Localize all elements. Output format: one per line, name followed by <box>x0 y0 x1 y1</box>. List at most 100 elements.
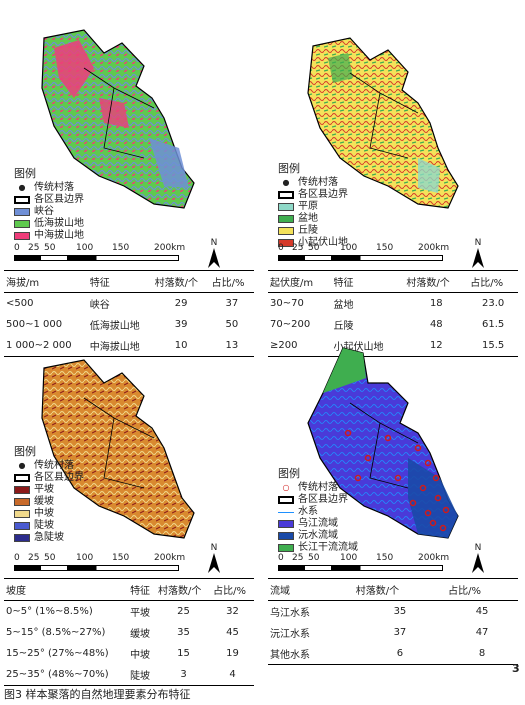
legend-boundary: 各区县边界 <box>298 189 348 200</box>
page-number: 3 <box>512 662 520 675</box>
table-header: 起伏度/m <box>268 270 332 293</box>
scale-tick: 25 <box>28 553 40 563</box>
scale-tick: 50 <box>308 553 320 563</box>
scale-tick: 50 <box>308 243 320 253</box>
village-dot-icon: ○ <box>282 483 290 492</box>
table-header: 占比/% <box>209 270 254 293</box>
table-row: 70~200 丘陵 48 61.5 <box>270 319 505 332</box>
north-label: N <box>474 543 482 553</box>
village-dot-icon: ● <box>18 461 26 470</box>
region-shape <box>41 359 195 539</box>
boundary-swatch <box>14 196 30 204</box>
table-row: 15~25° (27%~48%) 中坡 15 19 <box>6 648 239 661</box>
legend-item: 乌江流域 <box>298 518 338 529</box>
swatch-yuanjiang <box>278 532 294 540</box>
legend-title: 图例 <box>278 467 300 480</box>
table-header: 流域 <box>268 578 354 601</box>
legend-boundary: 各区县边界 <box>298 494 348 505</box>
scale-bar: 0 25 50 100 150 200km <box>278 553 478 571</box>
table-row: 其他水系 6 8 <box>268 643 518 665</box>
swatch-changjiang <box>278 544 294 552</box>
legend-title: 图例 <box>14 167 36 180</box>
scale-tick: 200km <box>418 553 450 563</box>
swatch-very-steep <box>14 534 30 542</box>
water-line-swatch <box>278 511 294 513</box>
table-header: 村落数/个 <box>353 578 447 601</box>
table-row: 沅江水系 37 47 <box>270 627 489 640</box>
panel-relief: 图例 ● 传统村落 各区县边界 平原 盆地 丘陵 小起伏山地 0 25 50 10… <box>268 8 518 357</box>
scale-tick: 200km <box>154 243 186 253</box>
scale-tick: 150 <box>112 553 130 563</box>
scale-tick: 150 <box>112 243 130 253</box>
map-slope <box>41 359 195 539</box>
legend-item: 缓坡 <box>34 496 54 507</box>
scale-tick: 50 <box>44 553 56 563</box>
scale-tick: 100 <box>76 243 94 253</box>
relief-table: 起伏度/m 特征 村落数/个 占比/% 30~70 盆地 18 23.0 70~200… <box>268 270 518 357</box>
scale-tick: 200km <box>418 243 450 253</box>
swatch-flat <box>14 486 30 494</box>
legend-item: 陡坡 <box>34 520 54 531</box>
figure-caption: 图3 样本聚落的自然地理要素分布特征 <box>4 688 191 701</box>
map-relief <box>307 37 459 209</box>
swatch-plain <box>278 203 294 211</box>
legend-item: 中坡 <box>34 508 54 519</box>
swatch-wujiang <box>278 520 294 528</box>
village-markers <box>344 429 450 532</box>
north-arrow-icon: N <box>468 238 488 271</box>
swatch-low-mountain <box>14 220 30 228</box>
scale-tick: 100 <box>76 553 94 563</box>
swatch-medium <box>14 510 30 518</box>
legend-village: 传统村落 <box>34 182 74 193</box>
legend-item: 水系 <box>298 506 318 517</box>
scale-tick: 0 <box>14 553 20 563</box>
legend-village: 传统村落 <box>34 460 74 471</box>
map-elevation <box>41 29 195 209</box>
scale-tick: 200km <box>154 553 186 563</box>
slope-table: 坡度 特征 村落数/个 占比/% 0~5° (1%~8.5%) 平坡 25 32 5~… <box>4 578 254 686</box>
table-row: 1 000~2 000 中海拔山地 10 13 <box>4 335 254 357</box>
scale-bar: 0 25 50 100 150 200km <box>14 553 214 571</box>
table-header: 占比/% <box>211 578 254 601</box>
legend-village: 传统村落 <box>298 177 338 188</box>
table-row: 500~1 000 低海拔山地 39 50 <box>6 319 239 332</box>
scale-tick: 50 <box>44 243 56 253</box>
legend-item: 丘陵 <box>298 225 318 236</box>
table-header: 村落数/个 <box>152 270 210 293</box>
table-row: 5~15° (8.5%~27%) 缓坡 35 45 <box>6 627 239 640</box>
scale-tick: 0 <box>278 553 284 563</box>
legend-item: 平原 <box>298 201 318 212</box>
boundary-swatch <box>278 191 294 199</box>
legend: 图例 ● 传统村落 各区县边界 峡谷 低海拔山地 中海拔山地 <box>14 168 84 242</box>
swatch-canyon <box>14 208 30 216</box>
scale-tick: 100 <box>340 553 358 563</box>
scale-tick: 0 <box>278 243 284 253</box>
legend: 图例 ● 传统村落 各区县边界 平原 盆地 丘陵 小起伏山地 <box>278 163 348 249</box>
legend-item: 沅水流域 <box>298 530 338 541</box>
north-label: N <box>210 238 218 248</box>
legend-item: 急陡坡 <box>34 532 64 543</box>
table-header: 特征 <box>128 578 156 601</box>
panel-watershed: 图例 ○ 传统村落 各区县边界 水系 乌江流域 沅水流域 长江干流流域 0 25 … <box>268 338 518 683</box>
legend: 图例 ● 传统村落 各区县边界 平坡 缓坡 中坡 陡坡 急陡坡 <box>14 446 84 544</box>
legend: 图例 ○ 传统村落 各区县边界 水系 乌江流域 沅水流域 长江干流流域 <box>278 468 358 554</box>
swatch-gentle <box>14 498 30 506</box>
table-row: 乌江水系 35 45 <box>270 606 489 619</box>
table-row: 0~5° (1%~8.5%) 平坡 25 32 <box>6 606 239 619</box>
legend-title: 图例 <box>14 445 36 458</box>
legend-item: 小起伏山地 <box>298 237 348 248</box>
swatch-steep <box>14 522 30 530</box>
swatch-hill <box>278 227 294 235</box>
legend-boundary: 各区县边界 <box>34 194 84 205</box>
table-header: 占比/% <box>468 270 518 293</box>
village-dot-icon: ● <box>282 178 290 187</box>
legend-item: 峡谷 <box>34 206 54 217</box>
swatch-mid-mountain <box>14 232 30 240</box>
panel-elevation: 图例 ● 传统村落 各区县边界 峡谷 低海拔山地 中海拔山地 0 25 50 10… <box>4 8 254 357</box>
scale-tick: 0 <box>14 243 20 253</box>
legend-item: 平坡 <box>34 484 54 495</box>
north-label: N <box>210 543 218 553</box>
scale-tick: 150 <box>376 243 394 253</box>
legend-item: 长江干流流域 <box>298 542 358 553</box>
table-header: 村落数/个 <box>155 578 212 601</box>
